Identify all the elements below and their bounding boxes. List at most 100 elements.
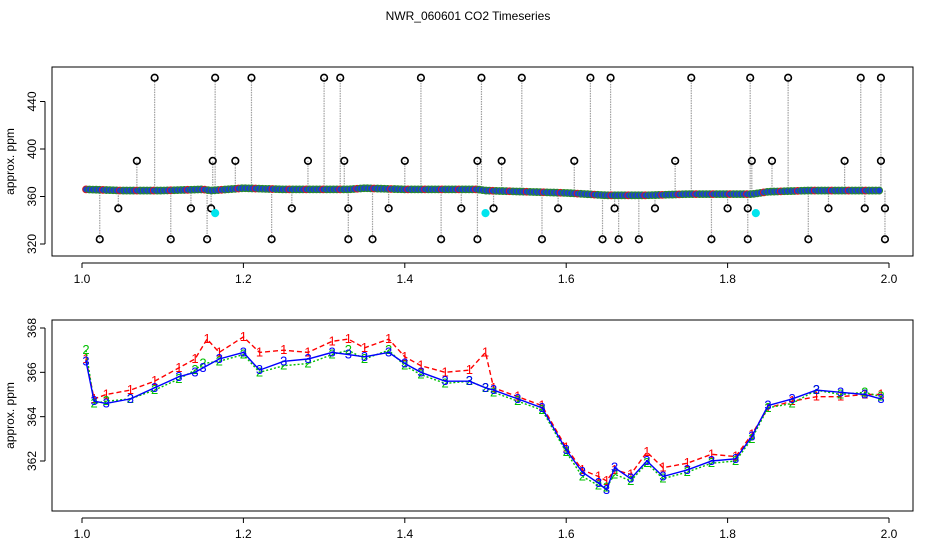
panel-top: 1.0 1.2 1.4 1.6 1.8 2.0 320 360 400 440 approx. pp…	[3, 66, 914, 286]
outlier-point	[384, 204, 393, 213]
outlier-point	[473, 156, 482, 165]
series-marker: 1	[708, 446, 715, 461]
x-tick-label: 1.8	[719, 272, 736, 286]
series-marker: 1	[329, 333, 336, 348]
x-tick-label: 1.4	[396, 272, 413, 286]
series-marker: 3	[442, 373, 449, 388]
series-marker: 2	[385, 342, 392, 357]
series-marker: 1	[538, 398, 545, 413]
y-tick-label: 400	[25, 139, 39, 159]
outlier-point	[743, 204, 752, 213]
outlier-point	[606, 73, 615, 82]
outlier-point	[114, 204, 123, 213]
outlier-point	[840, 156, 849, 165]
outlier-point	[856, 73, 865, 82]
series-marker: 3	[490, 382, 497, 397]
series-marker: 3	[417, 364, 424, 379]
series-marker: 2	[103, 393, 110, 408]
outlier-point	[743, 235, 752, 244]
baseline-point	[875, 186, 884, 195]
outlier-point	[707, 235, 716, 244]
y-tick-label: 368	[25, 318, 39, 338]
flagged-point	[211, 209, 220, 218]
outlier-point	[202, 235, 212, 244]
y-tick-label: 360	[25, 186, 39, 206]
series-marker: 1	[748, 426, 755, 441]
series-marker: 2	[199, 355, 206, 370]
series-marker: 3	[216, 351, 223, 366]
outlier-point	[537, 235, 547, 244]
x-tick-label: 1.4	[396, 527, 413, 540]
series-marker: 2	[175, 371, 182, 386]
series-marker: 3	[191, 364, 198, 379]
outlier-point	[287, 204, 296, 213]
x-tick-label: 1.6	[558, 272, 575, 286]
series-marker: 3	[813, 382, 820, 397]
outlier-point	[166, 235, 175, 244]
outlier-point	[416, 73, 426, 82]
outlier-point	[554, 204, 563, 213]
outlier-point	[320, 73, 329, 82]
series-marker: 3	[82, 353, 89, 368]
series-marker: 3	[877, 391, 884, 406]
y-tick-label: 362	[25, 451, 39, 471]
series-marker: 1	[684, 455, 691, 470]
series-marker: 3	[199, 360, 206, 375]
panel-bottom: 1.0 1.2 1.4 1.6 1.8 2.0 362 364 366 368 approx. pp…	[3, 318, 914, 540]
series-marker: 2	[659, 471, 666, 486]
series-marker: 2	[442, 375, 449, 390]
series-marker: 3	[175, 369, 182, 384]
series-marker: 1	[191, 351, 198, 366]
series-marker: 1	[627, 466, 634, 481]
series-marker: 3	[837, 384, 844, 399]
series-marker: 3	[732, 451, 739, 466]
outlier-point	[336, 73, 345, 82]
series-marker: 3	[466, 373, 473, 388]
outlier-point	[457, 204, 466, 213]
y-tick-label: 440	[25, 91, 39, 111]
outlier-point	[247, 73, 256, 82]
series-marker: 1	[659, 460, 666, 475]
series-marker: 3	[304, 351, 311, 366]
series-marker: 1	[490, 380, 497, 395]
series-marker: 3	[482, 380, 489, 395]
series-marker: 3	[280, 353, 287, 368]
outlier-point	[598, 235, 607, 244]
y-axis-label: approx. ppm	[3, 128, 17, 195]
outlier-point	[610, 204, 619, 213]
outlier-point	[876, 156, 886, 165]
plot-frame	[51, 319, 914, 512]
outlier-point	[400, 156, 409, 165]
series-marker: 2	[216, 353, 223, 368]
series-marker: 3	[627, 471, 634, 486]
series-marker: 1	[563, 440, 570, 455]
x-tick-label: 1.8	[719, 527, 736, 540]
outlier-point	[723, 204, 732, 213]
series-marker: 1	[813, 389, 820, 404]
outlier-point	[687, 73, 696, 82]
series-marker: 2	[579, 469, 586, 484]
outlier-point	[208, 156, 217, 165]
outlier-point	[231, 156, 240, 165]
series-marker: 2	[191, 362, 198, 377]
outlier-point	[650, 204, 660, 213]
series-marker: 3	[90, 393, 97, 408]
series-line	[85, 351, 882, 491]
y-tick-label: 364	[25, 406, 39, 426]
series-marker: 3	[329, 344, 336, 359]
series-marker: 2	[611, 466, 618, 481]
series-marker: 2	[563, 444, 570, 459]
series-marker: 2	[789, 395, 796, 410]
series-marker: 2	[732, 453, 739, 468]
series-marker: 2	[401, 358, 408, 373]
series-marker: 3	[385, 344, 392, 359]
series-marker: 1	[345, 331, 352, 346]
x-tick-label: 1.2	[235, 527, 252, 540]
outlier-point	[186, 204, 196, 213]
chart-title: NWR_060601 CO2 Timeseries	[385, 9, 551, 23]
outlier-point	[489, 204, 498, 213]
series-marker: 1	[103, 387, 110, 402]
outlier-point	[876, 73, 886, 82]
